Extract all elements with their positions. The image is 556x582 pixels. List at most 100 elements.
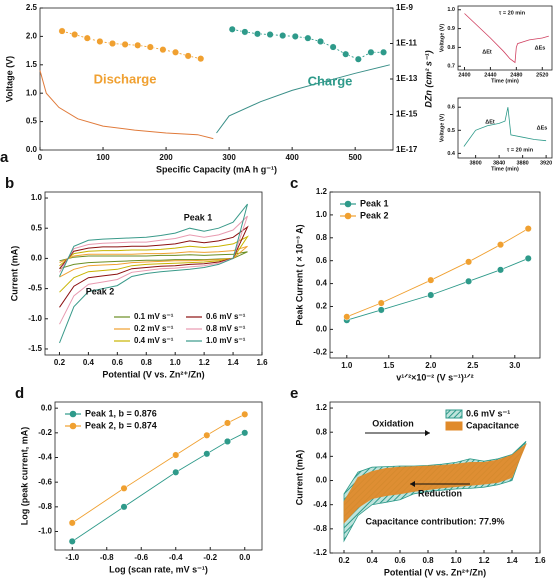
legend-marker <box>69 410 77 418</box>
x-tick-label: 0 <box>38 153 43 162</box>
point <box>496 241 505 249</box>
x-tick-label: 3800 <box>470 160 482 166</box>
point <box>203 431 211 439</box>
y-tick-label: 0.0 <box>316 324 328 333</box>
panel-label: c <box>290 175 298 192</box>
point <box>465 277 473 285</box>
legend-swatch <box>445 421 463 431</box>
point <box>427 276 435 284</box>
y-tick-label: -0.4 <box>38 453 52 462</box>
y-tick-label: 1.0 <box>447 7 455 13</box>
point <box>367 48 375 56</box>
annotation: Peak 2 <box>86 286 115 296</box>
y-tick-label: -0.2 <box>38 428 52 437</box>
point <box>121 40 129 48</box>
y-tick-label: 2.5 <box>26 3 38 12</box>
trend-line <box>61 30 201 60</box>
point <box>465 258 473 266</box>
legend-label: Capacitance <box>466 420 519 430</box>
y-tick-label: 1.0 <box>31 193 43 202</box>
y-tick-label: 0.0 <box>316 476 328 485</box>
point <box>291 32 299 40</box>
point <box>197 55 205 63</box>
annotation: ΔEt <box>485 119 495 125</box>
plot-frame <box>329 191 541 359</box>
x-tick-label: 2.5 <box>467 361 479 370</box>
point <box>427 291 435 299</box>
y2-tick-label: 1E-11 <box>396 39 417 48</box>
point <box>377 306 385 314</box>
x-tick-label: 0.0 <box>239 553 251 562</box>
annotation: Capacitance contribution: 77.9% <box>365 516 504 526</box>
point <box>343 313 351 321</box>
line <box>464 13 549 64</box>
line <box>59 215 248 325</box>
x-tick-label: 0.2 <box>54 358 66 367</box>
annotation: ΔEs <box>535 45 546 51</box>
point <box>159 46 167 54</box>
point <box>524 225 532 233</box>
y-tick-label: -0.6 <box>38 477 52 486</box>
trend-line <box>72 432 246 542</box>
legend-marker <box>344 212 352 220</box>
panel: 0.2 0.4 0.6 0.8 1.0 1.2 1.4 1.6 -1.5 -1.0 -0.5 0.0 0… <box>5 175 268 379</box>
legend-marker <box>69 422 77 430</box>
y-tick-label: 0.2 <box>316 302 328 311</box>
point <box>329 43 337 51</box>
y2-tick-label: 1E-15 <box>396 110 418 119</box>
annotation: Oxidation <box>372 418 414 428</box>
point <box>172 451 180 459</box>
x-tick-label: -0.4 <box>169 553 183 562</box>
x-axis-label: Time (min) <box>491 78 519 84</box>
y2-axis-label: DZn (cm² s⁻¹) <box>423 50 433 107</box>
point <box>203 450 211 458</box>
y-tick-label: 0.5 <box>26 117 38 126</box>
x-axis-label: v¹ᐟ²×10⁻² (V s⁻¹)¹ᐟ² <box>396 372 473 382</box>
x-tick-label: 1.0 <box>170 358 182 367</box>
x-tick-label: -0.8 <box>100 553 114 562</box>
line <box>59 203 248 344</box>
line <box>59 251 248 270</box>
point <box>524 254 532 262</box>
point <box>96 37 104 46</box>
legend-label: 0.2 mV s⁻¹ <box>134 324 174 333</box>
point <box>108 39 117 48</box>
plot-frame <box>329 401 541 554</box>
y-axis-label: Log (peak current, mA) <box>19 427 29 526</box>
x-tick-label: 1.4 <box>506 556 518 565</box>
point <box>83 34 91 42</box>
legend-label: 0.6 mV s⁻¹ <box>206 312 246 321</box>
point <box>354 55 362 63</box>
panel-label: d <box>15 385 24 402</box>
panel-label: a <box>0 149 9 166</box>
y-tick-label: -0.8 <box>313 524 327 533</box>
legend-label: 0.1 mV s⁻¹ <box>134 312 174 321</box>
x-tick-label: 1.6 <box>534 556 546 565</box>
y2-tick-label: 1E-9 <box>396 3 413 12</box>
x-tick-label: 0.2 <box>338 556 350 565</box>
y-tick-label: -0.8 <box>38 502 52 511</box>
point <box>171 48 180 56</box>
x-axis-label: Log (scan rate, mV s⁻¹) <box>109 564 208 574</box>
x-tick-label: 2440 <box>484 72 496 78</box>
point <box>58 27 66 35</box>
y2-tick-label: 1E-13 <box>396 74 418 83</box>
point <box>496 266 505 274</box>
x-tick-label: 1.5 <box>383 361 395 370</box>
trend-line <box>72 413 246 524</box>
legend-marker <box>344 200 352 208</box>
y-tick-label: 0.0 <box>41 403 53 412</box>
x-tick-label: 2.0 <box>425 361 437 370</box>
legend-label: 0.6 mV s⁻¹ <box>466 408 510 418</box>
y-tick-label: 0.6 <box>447 105 455 111</box>
point <box>120 484 128 492</box>
point <box>241 28 249 36</box>
y2-tick-label: 1E-17 <box>396 145 418 154</box>
x-tick-label: 0.4 <box>366 556 378 565</box>
x-tick-label: 0.6 <box>394 556 406 565</box>
y-tick-label: 0.0 <box>31 254 43 263</box>
arrow-head <box>410 481 415 487</box>
y-tick-label: 0.9 <box>447 26 455 32</box>
legend-label: 1.0 mV s⁻¹ <box>206 336 246 345</box>
x-tick-label: 500 <box>348 153 362 162</box>
